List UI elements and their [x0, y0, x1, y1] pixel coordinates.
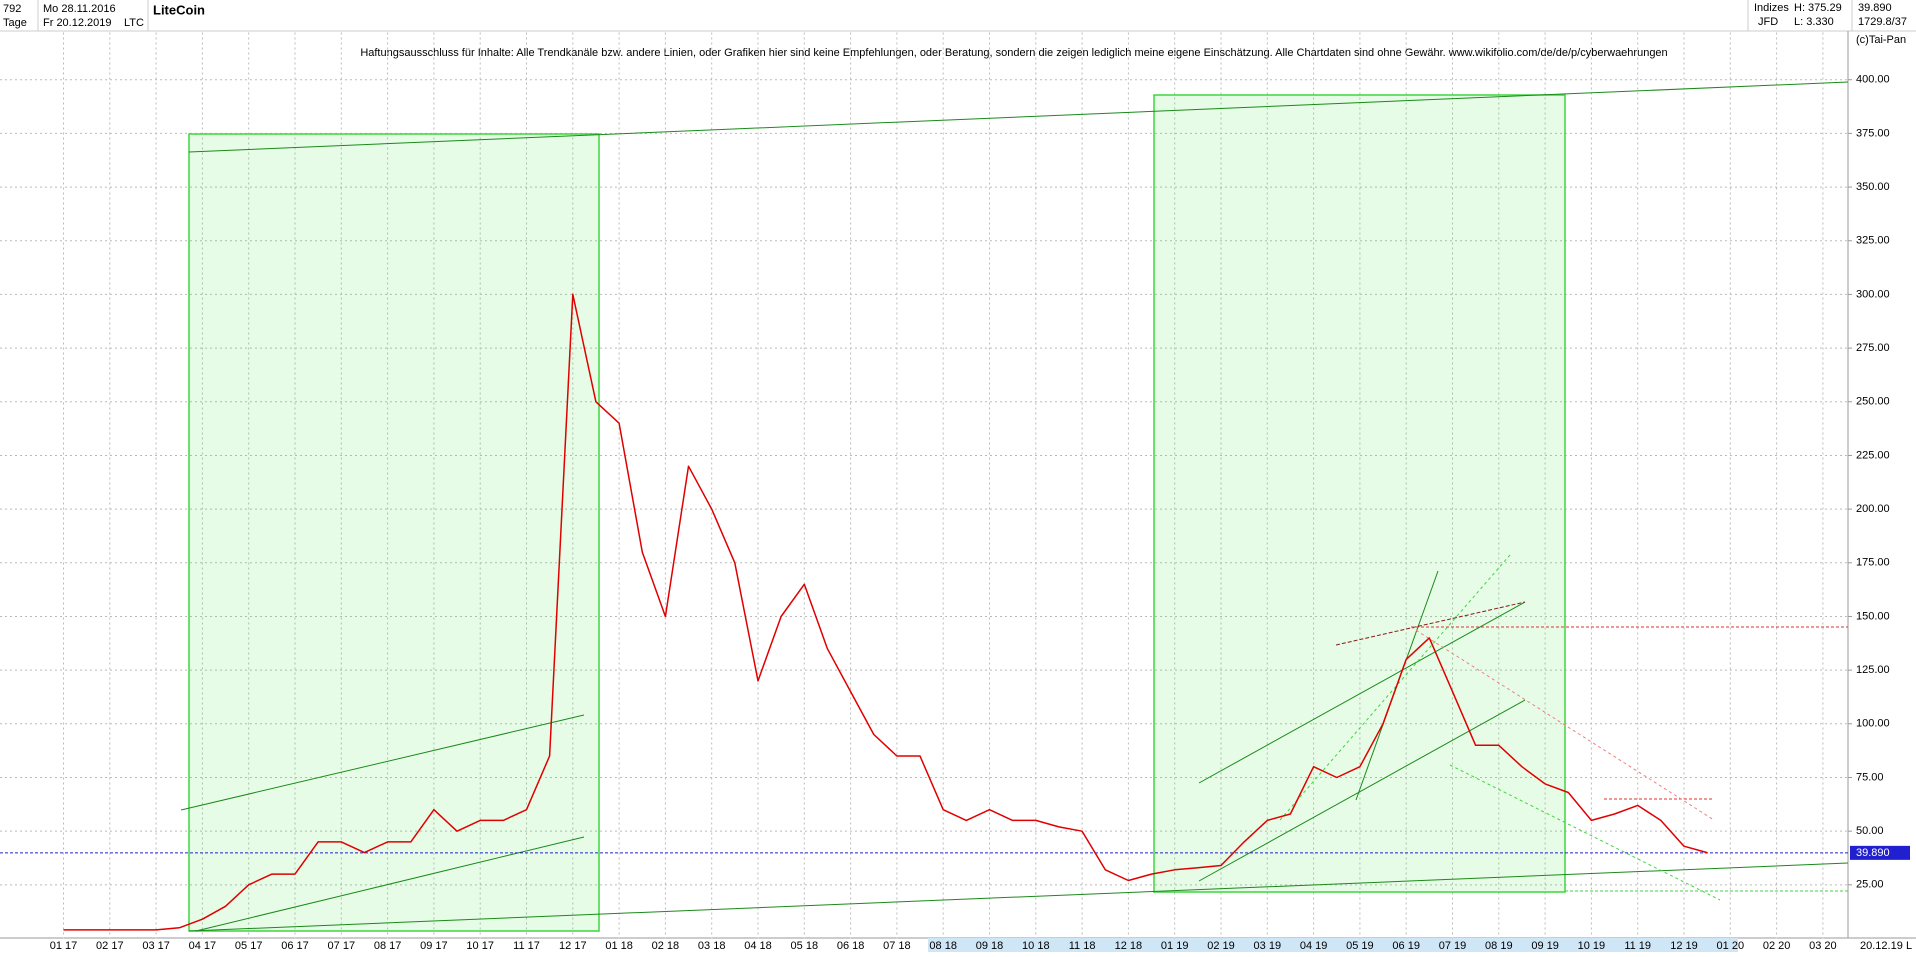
trend-line	[180, 714, 585, 811]
y-tick-label: 300.00	[1856, 288, 1890, 300]
y-tick-label: 100.00	[1856, 718, 1890, 730]
trend-line	[1279, 554, 1511, 821]
x-tick-label: 01 18	[605, 940, 633, 952]
x-tick-label: 11 17	[513, 940, 540, 952]
y-tick-label: 400.00	[1856, 74, 1890, 86]
x-tick-label: 04 19	[1300, 940, 1328, 952]
y-tick-label: 275.00	[1856, 342, 1890, 354]
low: L: 3.330	[1794, 16, 1834, 28]
volume: 1729.8/37	[1858, 16, 1907, 28]
x-tick-label: 04 17	[189, 940, 217, 952]
y-tick-label: 375.00	[1856, 127, 1890, 139]
symbol: LTC	[124, 17, 144, 29]
source: JFD	[1758, 16, 1778, 28]
x-tick-label: 01 17	[50, 940, 78, 952]
x-tick-label: 01 20	[1717, 940, 1745, 952]
x-tick-label: 11 18	[1069, 940, 1096, 952]
x-tick-label: 06 19	[1392, 940, 1420, 952]
y-tick-label: 175.00	[1856, 557, 1890, 569]
x-tick-label: 09 19	[1531, 940, 1559, 952]
x-tick-label: 03 20	[1809, 940, 1837, 952]
count: 792	[3, 3, 21, 15]
last-price-box	[1850, 845, 1910, 860]
y-tick-label: 50.00	[1856, 825, 1884, 837]
y-tick-label: 325.00	[1856, 235, 1890, 247]
x-tick-label: 08 18	[929, 940, 957, 952]
x-tick-label: 03 19	[1254, 940, 1282, 952]
copyright: (c)Tai-Pan	[1856, 34, 1906, 46]
x-tick-label: 05 18	[791, 940, 819, 952]
end-date: Fr 20.12.2019	[43, 17, 112, 29]
x-tick-label: 02 19	[1207, 940, 1235, 952]
trend-line	[1449, 764, 1721, 901]
y-tick-label: 75.00	[1856, 771, 1884, 783]
x-tick-label: 09 18	[976, 940, 1004, 952]
x-tick-label: 07 19	[1439, 940, 1467, 952]
y-tick-label: 350.00	[1856, 181, 1890, 193]
trend-line	[188, 81, 1849, 153]
x-tick-label: 08 17	[374, 940, 402, 952]
x-tick-label: 12 17	[559, 940, 587, 952]
y-tick-label: 200.00	[1856, 503, 1890, 515]
chart-title: LiteCoin	[153, 2, 205, 17]
x-tick-label: 10 17	[466, 940, 494, 952]
x-tick-label: 11 19	[1624, 940, 1651, 952]
period[interactable]: Tage	[3, 17, 27, 29]
x-tick-label: 04 18	[744, 940, 772, 952]
price-line	[63, 293, 1708, 931]
x-tick-label: 12 19	[1670, 940, 1698, 952]
x-tick-label: 05 17	[235, 940, 263, 952]
y-tick-label: 25.00	[1856, 879, 1884, 891]
x-tick-label: 06 17	[281, 940, 309, 952]
x-tick-label: 02 18	[652, 940, 680, 952]
trend-line	[1198, 601, 1526, 784]
x-tick-label: 10 19	[1578, 940, 1606, 952]
x-tick-label: 09 17	[420, 940, 448, 952]
x-tick-label: 08 19	[1485, 940, 1513, 952]
x-tick-label: 07 17	[328, 940, 356, 952]
x-tick-label: 10 18	[1022, 940, 1050, 952]
trend-line	[195, 836, 585, 932]
last: 39.890	[1858, 2, 1892, 14]
x-tick-label: 12 18	[1115, 940, 1143, 952]
x-tick-label: 06 18	[837, 940, 865, 952]
y-tick-label: 150.00	[1856, 610, 1890, 622]
trend-line	[1198, 699, 1526, 882]
trend-line	[1335, 601, 1526, 646]
highlight-box	[188, 133, 600, 932]
x-tick-label: 03 18	[698, 940, 726, 952]
selected-range	[928, 938, 1738, 952]
x-tick-label: 01 19	[1161, 940, 1189, 952]
x-tick-label: 03 17	[142, 940, 170, 952]
disclaimer: Haftungsausschluss für Inhalte: Alle Tre…	[360, 47, 1667, 59]
trend-line	[188, 862, 1849, 932]
x-tick-label: 05 19	[1346, 940, 1374, 952]
footer-date: 20.12.19	[1860, 940, 1903, 952]
highlight-box	[1153, 94, 1566, 893]
x-tick-label: 07 18	[883, 940, 911, 952]
x-tick-label: 02 20	[1763, 940, 1791, 952]
group: Indizes	[1754, 2, 1789, 14]
y-tick-label: 250.00	[1856, 396, 1890, 408]
high: H: 375.29	[1794, 2, 1842, 14]
footer-scale[interactable]: L	[1906, 940, 1912, 952]
x-tick-label: 02 17	[96, 940, 124, 952]
start-date: Mo 28.11.2016	[43, 3, 116, 15]
last-price-label: 39.890	[1856, 847, 1890, 859]
y-tick-label: 225.00	[1856, 449, 1890, 461]
y-tick-label: 125.00	[1856, 664, 1890, 676]
